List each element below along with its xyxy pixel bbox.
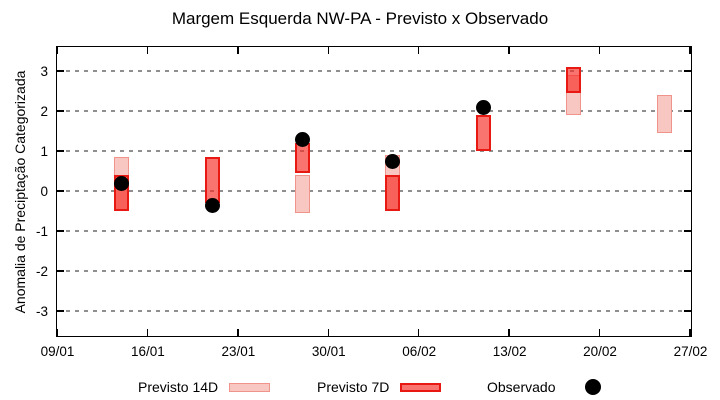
x-tick-mark: [508, 47, 510, 54]
y-tick-label: -2: [35, 263, 48, 279]
previsto-7d-box: [204, 157, 220, 203]
x-tick-label: 27/02: [673, 344, 708, 359]
gridline: [57, 230, 690, 232]
observado-dot-icon: [585, 379, 602, 395]
observado-dot: [204, 197, 220, 213]
x-tick-mark: [508, 329, 510, 336]
x-tick-label: 23/01: [221, 344, 256, 359]
legend-label-previsto-7d: Previsto 7D: [317, 379, 390, 395]
observado-dot: [294, 131, 310, 147]
x-tick-mark: [146, 47, 149, 54]
gridline: [57, 150, 690, 152]
previsto-7d-box: [475, 115, 491, 151]
gridline: [57, 190, 690, 192]
y-tick-mark: [57, 310, 64, 312]
plot-area: [56, 46, 692, 337]
y-tick-mark: [57, 190, 64, 192]
y-tick-mark: [57, 70, 64, 72]
x-tick-label: 06/02: [402, 344, 437, 359]
legend-item-observado: Observado: [487, 376, 602, 398]
y-tick-label: 3: [40, 63, 48, 79]
x-tick-mark: [327, 329, 330, 336]
x-tick-mark: [417, 47, 420, 54]
x-tick-label: 20/02: [583, 344, 617, 359]
previsto-7d-box: [294, 143, 310, 173]
previsto-14d-swatch-icon: [229, 382, 271, 392]
y-tick-mark: [57, 270, 64, 272]
y-tick-mark: [684, 270, 691, 272]
gridline: [57, 270, 690, 272]
x-tick-mark: [689, 47, 691, 54]
x-tick-mark: [327, 47, 330, 54]
observado-dot: [114, 175, 130, 191]
y-tick-mark: [57, 150, 64, 152]
x-tick-mark: [417, 329, 420, 336]
x-tick-mark: [598, 329, 601, 336]
y-tick-mark: [684, 150, 691, 152]
legend-label-observado: Observado: [487, 379, 556, 395]
x-tick-label: 09/01: [40, 344, 75, 359]
y-tick-mark: [684, 310, 691, 312]
gridline: [57, 110, 690, 112]
y-tick-mark: [684, 70, 691, 72]
x-tick-label: 16/01: [131, 344, 165, 359]
y-tick-label: -3: [35, 303, 48, 319]
previsto-14d-box: [294, 175, 310, 213]
chart-title: Margem Esquerda NW-PA - Previsto x Obser…: [171, 9, 549, 28]
y-tick-label: 0: [40, 183, 48, 199]
x-tick-mark: [146, 329, 149, 336]
x-tick-label: 13/02: [492, 344, 527, 359]
y-tick-mark: [684, 230, 691, 232]
legend-label-previsto-14d: Previsto 14D: [138, 379, 219, 395]
gridline: [57, 310, 690, 312]
gridline: [57, 70, 690, 72]
observado-dot: [385, 153, 401, 169]
x-tick-mark: [689, 329, 691, 336]
y-tick-label: 1: [40, 143, 48, 159]
legend-item-previsto-7d: Previsto 7D: [317, 376, 442, 398]
legend: Previsto 14D Previsto 7D Observado: [0, 374, 720, 400]
previsto-7d-box: [566, 67, 582, 93]
x-tick-mark: [56, 47, 58, 54]
previsto-7d-swatch-icon: [400, 382, 442, 392]
observado-dot: [475, 99, 491, 115]
y-tick-mark: [57, 230, 64, 232]
y-tick-mark: [684, 110, 691, 112]
x-tick-mark: [56, 329, 58, 336]
y-tick-mark: [684, 190, 691, 192]
previsto-7d-box: [385, 175, 401, 211]
x-tick-mark: [237, 329, 239, 336]
previsto-14d-box: [656, 95, 672, 133]
x-tick-mark: [237, 47, 239, 54]
y-tick-label: -1: [35, 223, 48, 239]
legend-item-previsto-14d: Previsto 14D: [138, 376, 271, 398]
y-tick-mark: [57, 110, 64, 112]
x-tick-label: 30/01: [311, 344, 346, 359]
y-tick-label: 2: [40, 103, 48, 119]
x-tick-mark: [598, 47, 601, 54]
